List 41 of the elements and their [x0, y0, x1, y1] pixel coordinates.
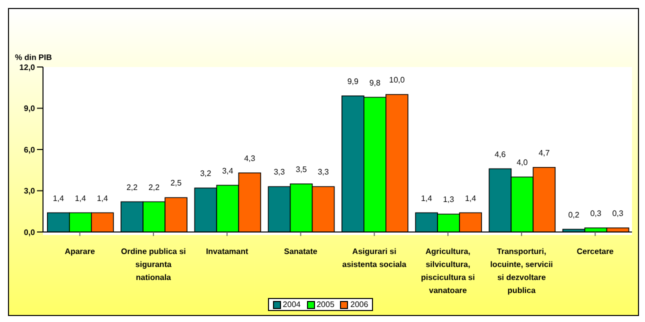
x-tick-label: Asigurari si asistenta sociala	[342, 247, 407, 269]
data-label: 9,9	[347, 76, 360, 86]
data-label: 2,2	[148, 182, 160, 192]
data-label: 10,0	[389, 76, 406, 84]
x-tick-label: Aparare	[64, 247, 96, 256]
x-tick-label: Invatamant	[206, 247, 249, 256]
x-tick-label: Ordine publica si siguranta nationala	[120, 247, 186, 282]
data-label: 1,3	[442, 195, 455, 204]
legend-label: 2005	[316, 300, 334, 309]
data-label: 1,4	[74, 194, 87, 203]
x-tick-label: Sanatate	[284, 247, 318, 256]
data-label: 4,7	[538, 148, 550, 158]
data-label: 3,2	[200, 169, 212, 178]
data-label: 1,4	[52, 194, 65, 203]
x-tick-label: Agricultura, silvicultura, piscicultura si vanatoare	[421, 247, 475, 295]
y-tick-label: 9,0	[24, 104, 36, 114]
data-label: 3,3	[318, 168, 330, 177]
legend-label: 2004	[282, 300, 301, 309]
data-label: 9,8	[369, 78, 382, 88]
data-label: 4,6	[494, 150, 506, 159]
data-label: 4,0	[516, 158, 528, 167]
y-tick-label: 12,0	[19, 62, 36, 72]
data-label: 3,4	[222, 166, 234, 176]
data-label: 2,5	[170, 178, 182, 188]
y-axis-title: % din PIB	[15, 53, 52, 62]
data-label: 3,5	[296, 164, 308, 174]
data-label: 1,4	[464, 194, 477, 203]
y-tick-label: 0,0	[24, 228, 36, 237]
x-tick-label: Cercetare	[576, 247, 614, 256]
data-label: 1,4	[96, 194, 109, 203]
x-tick-label: Transporturi, locuinte, servicii si dezvoltare publica	[490, 247, 553, 295]
legend-label: 2006	[349, 300, 368, 309]
data-label: 2,2	[126, 182, 138, 192]
data-label: 0,3	[590, 208, 602, 218]
data-label: 4,3	[244, 154, 256, 163]
y-tick-label: 6,0	[24, 145, 36, 154]
y-tick-label: 3,0	[24, 186, 36, 196]
data-label: 3,3	[274, 168, 286, 177]
data-label: 1,4	[420, 194, 433, 203]
data-label: 0,2	[568, 210, 580, 220]
data-label: 0,3	[612, 208, 624, 218]
